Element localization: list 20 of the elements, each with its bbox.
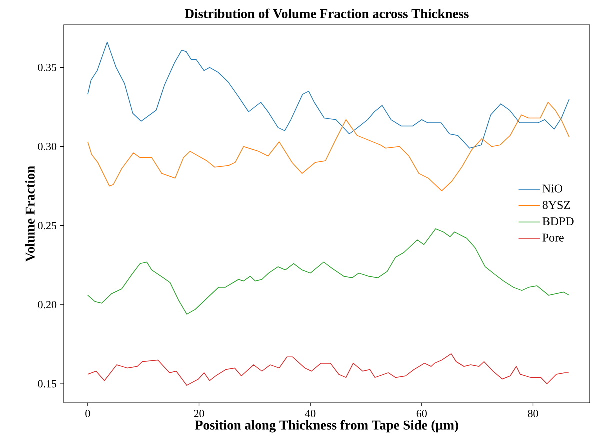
y-axis-title: Volume Fraction [25, 166, 35, 262]
y-tick-label: 0.35 [38, 64, 57, 72]
line-series [88, 102, 570, 192]
x-tick-label: 80 [528, 410, 538, 418]
legend-label: 8YSZ [542, 201, 570, 210]
x-tick-label: 40 [305, 410, 316, 418]
legend-label: Pore [542, 234, 564, 242]
line-series [88, 354, 570, 386]
legend-label: NiO [542, 184, 563, 193]
y-tick-label: 0.25 [38, 222, 57, 230]
y-tick-label: 0.15 [38, 380, 57, 388]
chart-title: Distribution of Volume Fraction across Thickness [185, 8, 469, 18]
line-series [88, 228, 570, 315]
legend-label: BDPD [542, 218, 574, 226]
x-axis-title: Position along Thickness from Tape Side (μm) [195, 420, 458, 433]
x-tick-label: 20 [194, 410, 204, 418]
x-tick-label: 0 [86, 410, 90, 418]
y-tick-label: 0.30 [38, 143, 57, 150]
y-tick-label: 0.20 [38, 301, 57, 309]
x-tick-label: 60 [416, 410, 427, 418]
